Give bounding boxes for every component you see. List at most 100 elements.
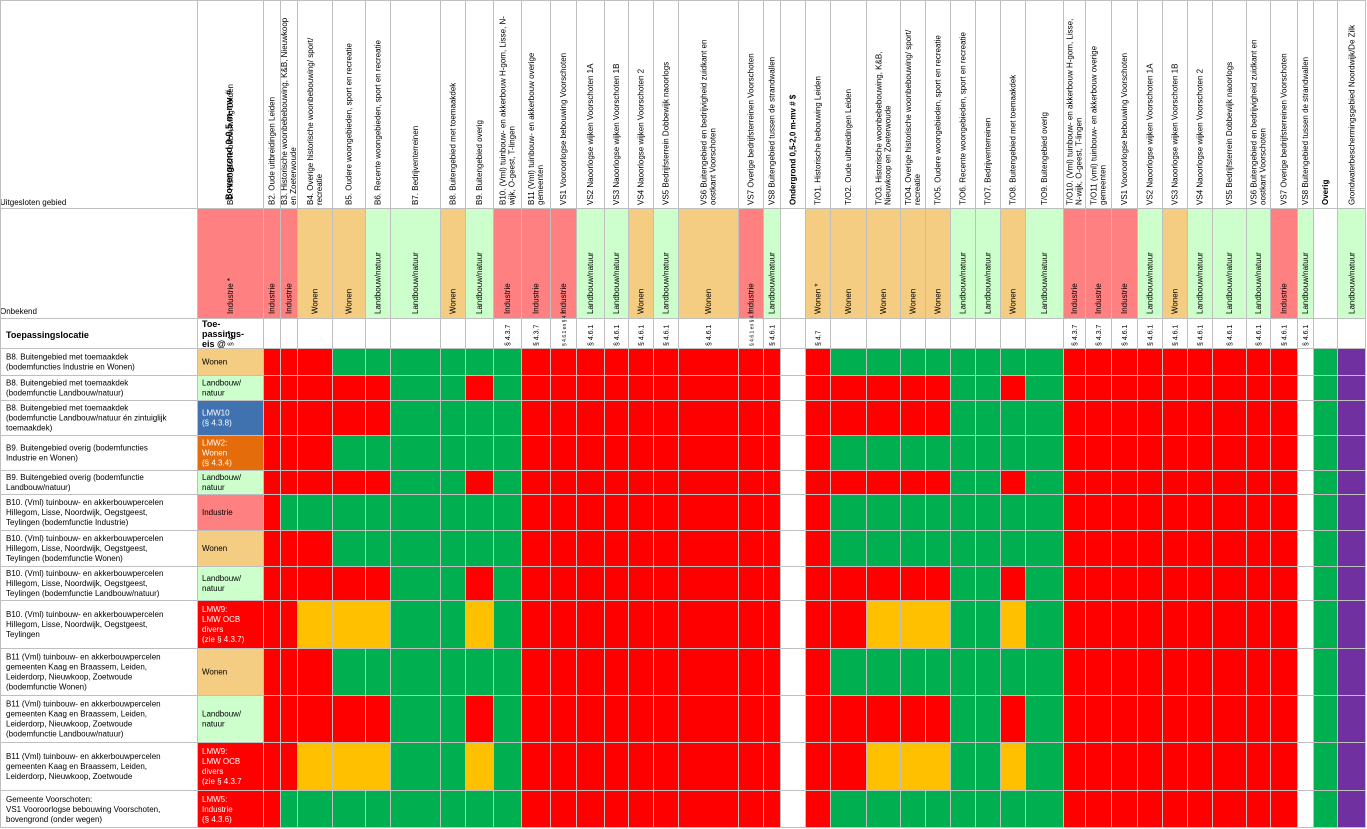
matrix-cell <box>263 648 280 695</box>
eis-label: § 4.6.1 <box>1227 324 1234 346</box>
matrix-cell <box>1063 648 1085 695</box>
matrix-cell <box>493 494 521 530</box>
column-label: T/O3. Historische woonbebebouwing, K&B, <box>875 52 884 205</box>
matrix-cell <box>678 742 738 790</box>
column-header: T/O8. Buitengebied met toemaakdek Wonen <box>1000 74 1025 318</box>
quality-cell <box>780 208 805 318</box>
matrix-cell <box>332 790 365 828</box>
matrix-cell <box>1337 494 1366 530</box>
matrix-cell <box>866 530 900 566</box>
matrix-cell <box>493 400 521 435</box>
matrix-cell <box>738 648 763 695</box>
matrix-cell <box>805 494 830 530</box>
matrix-cell <box>1025 400 1063 435</box>
matrix-cell <box>332 530 365 566</box>
column-header: B7. Bedrijventerreinen Landbouw/natuur <box>390 126 440 318</box>
matrix-cell <box>1297 790 1313 828</box>
matrix-cell <box>1025 695 1063 742</box>
column-header: T/O1. Historische bebouwing Leiden Wonen … <box>805 76 830 346</box>
matrix-cell <box>950 742 975 790</box>
matrix-cell <box>738 470 763 494</box>
matrix-cell <box>1111 435 1137 470</box>
matrix-cell <box>1246 790 1270 828</box>
matrix-cell <box>263 494 280 530</box>
matrix-cell <box>866 435 900 470</box>
matrix-cell <box>1111 470 1137 494</box>
matrix-cell <box>1212 695 1246 742</box>
matrix-cell <box>1187 470 1212 494</box>
matrix-cell <box>866 400 900 435</box>
quality-cell <box>950 208 975 318</box>
row-label: (bodemfuncties Industrie en Wonen) <box>6 363 135 372</box>
column-label: VS1 Vooroorlogse bebouwing Voorschoten <box>559 53 568 205</box>
matrix-cell <box>1025 530 1063 566</box>
matrix-cell <box>1212 600 1246 648</box>
matrix-cell <box>1025 470 1063 494</box>
quality-label: Wonen <box>879 289 888 314</box>
matrix-cell <box>975 494 1000 530</box>
matrix-cell <box>830 348 866 375</box>
quality-label: Wonen <box>345 289 354 314</box>
matrix-cell <box>780 648 805 695</box>
matrix-cell <box>900 790 925 828</box>
column-label: T/O7. Bedrijventerreinen <box>984 118 993 205</box>
matrix-cell <box>950 375 975 400</box>
column-header: VS5 Bedrijfsterrein Dobbewijk naoorlogs L… <box>653 62 678 346</box>
matrix-cell <box>1270 375 1297 400</box>
matrix-cell <box>440 530 465 566</box>
matrix-cell <box>297 494 332 530</box>
matrix-cell <box>576 566 604 600</box>
column-label: B3. Historische woonbebebouwing, K&B, Ni… <box>280 17 289 205</box>
quality-cell <box>390 208 440 318</box>
matrix-cell <box>521 695 550 742</box>
matrix-cell <box>763 375 780 400</box>
matrix-cell <box>1025 600 1063 648</box>
quality-label: Landbouw/natuur <box>1040 252 1049 314</box>
matrix-cell <box>1063 470 1085 494</box>
matrix-cell <box>263 348 280 375</box>
quality-cell <box>576 208 604 318</box>
matrix-cell <box>1337 566 1366 600</box>
column-header: VS3 Naoorlogse wijken Voorschoten 1B Land… <box>604 64 628 346</box>
matrix-cell <box>678 375 738 400</box>
matrix-cell <box>950 600 975 648</box>
row-eis-cell <box>197 566 263 600</box>
matrix-cell <box>365 600 390 648</box>
row-eis-cell <box>197 494 263 530</box>
matrix-cell <box>1000 790 1025 828</box>
row-label: Gemeente Voorschoten: <box>6 795 92 804</box>
matrix-cell <box>1212 530 1246 566</box>
matrix-cell <box>550 400 576 435</box>
matrix-cell <box>550 790 576 828</box>
matrix-cell <box>1246 742 1270 790</box>
row-eis-label: natuur <box>202 389 225 398</box>
quality-label: Landbouw/natuur <box>959 252 968 314</box>
matrix-cell <box>1187 566 1212 600</box>
row-label: B11 (Vml) tuinbouw- en akkerbouwpercelen <box>6 653 161 662</box>
matrix-cell <box>604 566 628 600</box>
matrix-cell <box>440 790 465 828</box>
matrix-cell <box>763 435 780 470</box>
quality-cell <box>763 208 780 318</box>
matrix-cell <box>1297 648 1313 695</box>
matrix-cell <box>390 742 440 790</box>
matrix-cell <box>1187 494 1212 530</box>
quality-label: Wonen <box>1171 289 1180 314</box>
quality-label: Landbouw/natuur <box>586 252 595 314</box>
matrix-cell <box>805 348 830 375</box>
matrix-cell <box>1137 600 1162 648</box>
matrix-cell <box>440 566 465 600</box>
matrix-cell <box>1085 600 1111 648</box>
matrix-cell <box>830 566 866 600</box>
matrix-cell <box>628 494 653 530</box>
column-label: B8. Buitengebied met toemaakdek <box>449 82 458 205</box>
row-eis-label: Wonen <box>202 358 227 367</box>
column-label: T/O10. (Vml) tuinbouw- en akkerbouw H-go… <box>1066 19 1075 205</box>
matrix-cell <box>1111 348 1137 375</box>
quality-cell <box>900 208 925 318</box>
matrix-cell <box>263 530 280 566</box>
matrix-cell <box>390 494 440 530</box>
matrix-cell <box>925 742 950 790</box>
matrix-cell <box>297 600 332 648</box>
